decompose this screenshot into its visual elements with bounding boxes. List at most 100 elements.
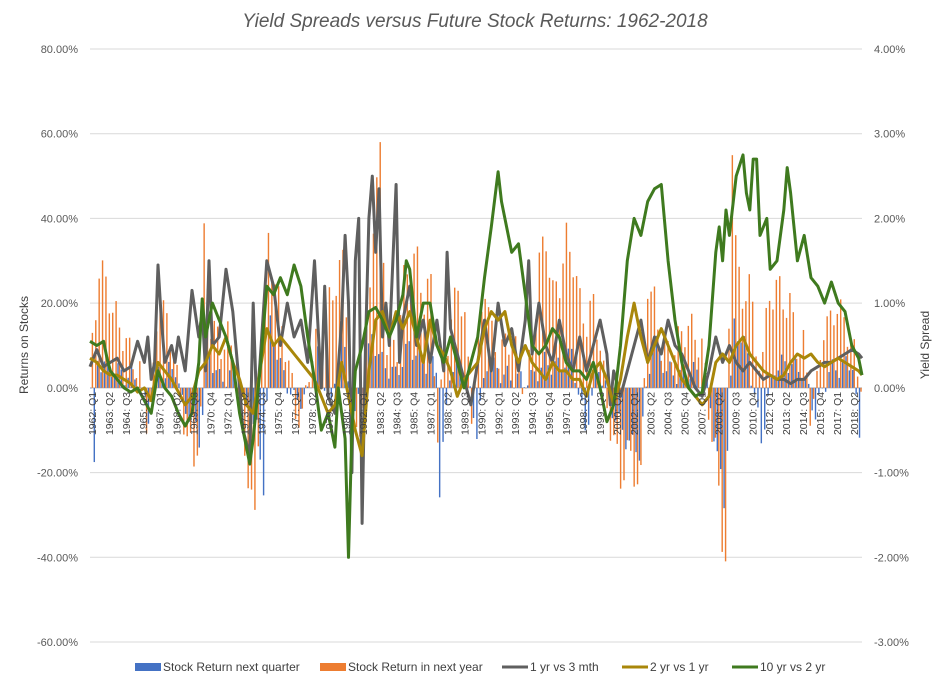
bar-next-quarter — [232, 367, 234, 388]
left-axis-ticks: -60.00% -40.00% -20.00% 0.00% 20.00% 40.00% 60… — [37, 44, 78, 649]
bar-next-year — [751, 301, 754, 388]
bar-next-quarter — [384, 368, 387, 388]
bar-next-quarter — [841, 362, 844, 388]
legend-label: 10 yr vs 2 yr — [760, 660, 825, 674]
bar-next-year — [684, 347, 686, 388]
bar-next-year — [504, 333, 507, 388]
bar-next-year — [108, 313, 111, 388]
line-10yr-vs-2yr — [89, 153, 864, 559]
bar-next-year — [738, 266, 740, 388]
y-right-tick-label: 4.00% — [874, 44, 905, 56]
bar-next-year — [674, 355, 676, 388]
bar-next-year — [839, 299, 842, 388]
bar-next-quarter — [110, 376, 112, 388]
x-tick-label: 1985: Q4 — [409, 392, 421, 435]
bar-next-quarter — [818, 387, 820, 394]
bar-next-year — [338, 260, 341, 388]
bar-next-year — [288, 360, 290, 388]
bar-next-year — [772, 309, 774, 388]
bar-next-year — [846, 346, 849, 388]
bar-next-year — [355, 387, 358, 428]
bar-next-quarter — [689, 378, 691, 388]
x-tick-label: 1982: Q1 — [358, 392, 370, 435]
bar-next-year — [210, 338, 212, 388]
bar-next-quarter — [415, 355, 417, 388]
bar-next-year — [569, 251, 571, 388]
bar-next-year — [599, 350, 602, 388]
bar-next-quarter — [601, 385, 603, 388]
y-right-tick-label: -2.00% — [874, 552, 909, 564]
bar-next-year — [535, 318, 537, 388]
bar-next-quarter — [675, 384, 678, 388]
bar-next-year — [572, 277, 574, 388]
bar-next-year — [616, 387, 618, 444]
x-tick-label: 1984: Q3 — [392, 392, 404, 435]
bar-next-quarter — [564, 367, 566, 388]
x-tick-label: 1965: Q4 — [138, 392, 150, 435]
bar-next-quarter — [814, 387, 817, 420]
x-tick-label: 2014: Q3 — [798, 392, 810, 435]
legend-label: Stock Return in next year — [348, 660, 483, 674]
bar-next-year — [298, 387, 300, 428]
bar-next-year — [101, 260, 104, 388]
bar-next-year — [785, 317, 788, 388]
bar-next-quarter — [628, 387, 630, 441]
bar-next-quarter — [719, 387, 722, 470]
bar-next-year — [630, 387, 632, 451]
bar-next-year — [389, 330, 392, 388]
bar-next-quarter — [269, 315, 272, 388]
bar-next-year — [189, 387, 192, 433]
x-tick-label: 2002: Q1 — [629, 392, 641, 435]
bar-next-quarter — [537, 381, 539, 388]
bar-next-year — [125, 338, 127, 388]
bar-next-quarter — [347, 381, 349, 388]
bar-next-quarter — [164, 378, 167, 388]
bar-next-quarter — [310, 387, 312, 389]
bar-next-quarter — [279, 358, 282, 388]
bar-next-year — [789, 293, 791, 388]
bar-next-quarter — [835, 370, 837, 388]
bar-next-year — [406, 274, 409, 388]
y-left-tick-label: 40.00% — [41, 213, 79, 225]
bar-next-quarter — [357, 387, 360, 394]
bar-next-year — [440, 379, 442, 388]
x-tick-label: 2003: Q2 — [646, 392, 658, 435]
bar-next-year — [308, 382, 310, 388]
bar-next-year — [457, 290, 459, 388]
bar-next-quarter — [716, 387, 719, 452]
x-tick-label: 1987: Q1 — [426, 392, 438, 435]
bar-next-year — [376, 177, 378, 388]
bar-next-quarter — [662, 372, 664, 388]
bar-next-quarter — [655, 335, 658, 388]
bar-next-quarter — [262, 387, 265, 496]
bar-next-quarter — [422, 363, 424, 388]
bar-next-quarter — [530, 370, 532, 388]
bar-next-quarter — [615, 387, 617, 421]
bar-next-year — [105, 276, 107, 388]
bar-next-year — [731, 155, 734, 388]
bar-next-quarter — [303, 387, 305, 395]
bar-next-year — [166, 313, 168, 388]
bar-next-quarter — [496, 367, 498, 388]
bar-next-quarter — [587, 387, 590, 425]
bar-next-year — [149, 387, 151, 403]
bar-next-year — [596, 339, 598, 388]
bar-next-year — [267, 232, 270, 388]
y-right-tick-label: -3.00% — [874, 637, 909, 649]
bar-next-quarter — [594, 372, 597, 388]
bar-next-year — [291, 372, 293, 388]
bar-next-year — [213, 320, 216, 388]
y-left-tick-label: 0.00% — [47, 383, 78, 395]
bar-next-year — [498, 368, 500, 388]
bar-next-year — [812, 387, 815, 399]
bar-next-quarter — [405, 343, 407, 388]
bar-next-year — [701, 338, 703, 388]
bar-next-quarter — [178, 383, 180, 388]
bar-next-year — [335, 295, 337, 388]
bar-next-quarter — [804, 375, 807, 388]
bar-next-year — [765, 307, 767, 388]
bar-next-quarter — [181, 387, 184, 395]
x-tick-label: 1964: Q3 — [121, 392, 133, 435]
bar-next-year — [484, 298, 486, 388]
bar-next-quarter — [821, 387, 823, 389]
